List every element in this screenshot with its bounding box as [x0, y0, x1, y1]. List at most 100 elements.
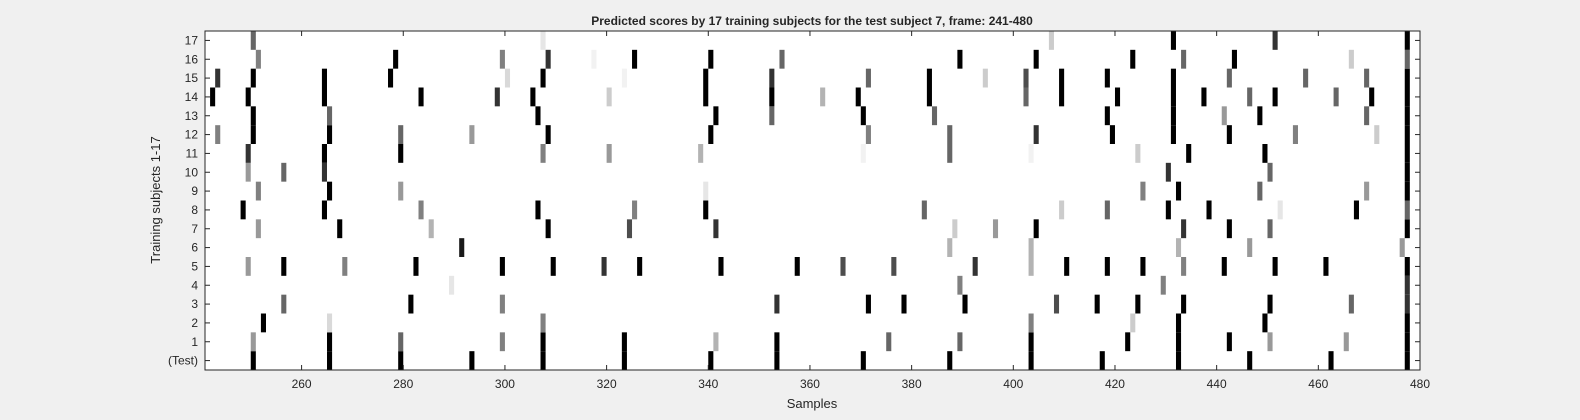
heatmap-cell — [1404, 294, 1410, 314]
heatmap-cell — [972, 257, 978, 276]
x-tick-label: 260 — [292, 377, 312, 391]
heatmap-cell — [1104, 68, 1110, 88]
heatmap-cell — [281, 294, 287, 314]
heatmap-cell — [698, 144, 704, 163]
heatmap-cell — [947, 238, 953, 257]
heatmap-cell — [469, 125, 475, 144]
heatmap-cell — [1033, 219, 1039, 239]
heatmap-cell — [388, 68, 394, 88]
heatmap-cell — [1267, 332, 1273, 352]
heatmap-cell — [1165, 200, 1171, 220]
heatmap-cell — [1104, 106, 1110, 126]
heatmap-cell — [718, 257, 724, 276]
heatmap-cell — [1226, 125, 1232, 144]
heatmap-cell — [1028, 351, 1034, 370]
heatmap-cell — [632, 200, 638, 220]
x-tick-label: 360 — [800, 377, 820, 391]
heatmap-cell — [957, 275, 963, 295]
heatmap-cell — [947, 144, 953, 163]
x-tick-label: 380 — [902, 377, 922, 391]
y-tick-label: 2 — [191, 316, 198, 330]
heatmap-cell — [327, 181, 333, 201]
heatmap-cell — [1028, 332, 1034, 352]
heatmap-cell — [820, 87, 826, 107]
heatmap-cell — [1221, 257, 1227, 276]
heatmap-cell — [540, 351, 546, 370]
heatmap-cell — [1226, 332, 1232, 352]
heatmap-cell — [255, 181, 261, 201]
heatmap-cell — [413, 257, 419, 276]
heatmap-cell — [342, 257, 348, 276]
heatmap-cell — [886, 332, 892, 352]
heatmap-cell — [708, 125, 714, 144]
heatmap-cell — [260, 313, 266, 333]
heatmap-cell — [1277, 200, 1283, 220]
heatmap-cell — [1343, 332, 1349, 352]
heatmap-cell — [921, 200, 927, 220]
heatmap-cell — [1247, 238, 1253, 257]
heatmap-cell — [499, 294, 505, 314]
heatmap-cell — [962, 294, 968, 314]
heatmap-cell — [1028, 257, 1034, 276]
heatmap-cell — [779, 49, 785, 69]
heatmap-cell — [606, 144, 612, 163]
heatmap-cell — [1257, 181, 1263, 201]
y-tick-label: 6 — [191, 241, 198, 255]
heatmap-cell — [240, 200, 246, 220]
y-tick-label: 7 — [191, 222, 198, 236]
heatmap-cell — [1323, 257, 1329, 276]
y-tick-label: 16 — [185, 52, 199, 66]
x-tick-label: 300 — [495, 377, 515, 391]
heatmap-cell — [947, 125, 953, 144]
heatmap-cell — [245, 144, 251, 163]
heatmap-cell — [499, 332, 505, 352]
y-tick-label: 3 — [191, 297, 198, 311]
heatmap-cell — [1404, 49, 1410, 69]
heatmap-cell — [250, 125, 256, 144]
heatmap-cell — [1272, 257, 1278, 276]
heatmap-cell — [215, 68, 221, 88]
heatmap-cell — [245, 87, 251, 107]
heatmap-cell — [1231, 49, 1237, 69]
heatmap-cell — [540, 31, 546, 50]
heatmap-cell — [860, 351, 866, 370]
heatmap-cell — [774, 332, 780, 352]
heatmap-cell — [545, 219, 551, 239]
y-tick-label: 9 — [191, 184, 198, 198]
x-tick-label: 400 — [1003, 377, 1023, 391]
heatmap-cell — [957, 49, 963, 69]
heatmap-cell — [774, 294, 780, 314]
heatmap-cell — [1104, 200, 1110, 220]
heatmap-cell — [499, 257, 505, 276]
heatmap-cell — [1404, 162, 1410, 182]
heatmap-cell — [1160, 275, 1166, 295]
heatmap-cell — [1226, 219, 1232, 239]
heatmap-cell — [1348, 49, 1354, 69]
heatmap-cell — [1170, 87, 1176, 107]
heatmap-cells — [210, 31, 1410, 370]
heatmap-cell — [1303, 68, 1309, 88]
heatmap-cell — [713, 332, 719, 352]
heatmap-cell — [393, 49, 399, 69]
heatmap-cell — [769, 87, 775, 107]
heatmap-cell — [774, 351, 780, 370]
x-tick-label: 340 — [698, 377, 718, 391]
heatmap-cell — [860, 144, 866, 163]
heatmap-cell — [1170, 31, 1176, 50]
heatmap-cell — [1175, 313, 1182, 333]
heatmap-cell — [449, 275, 455, 295]
plot-frame — [204, 30, 1421, 371]
heatmap-cell — [1404, 181, 1410, 201]
heatmap-cell — [398, 351, 404, 370]
heatmap-cell — [865, 294, 871, 314]
heatmap-cell — [1348, 294, 1354, 314]
heatmap-cell — [408, 294, 414, 314]
heatmap-cell — [1267, 294, 1273, 314]
heatmap-cell — [321, 68, 327, 88]
heatmap-cell — [1033, 49, 1039, 69]
heatmap-cell — [865, 125, 871, 144]
heatmap-cell — [459, 238, 465, 257]
heatmap-cell — [1104, 257, 1110, 276]
y-tick-label: 12 — [185, 128, 199, 142]
